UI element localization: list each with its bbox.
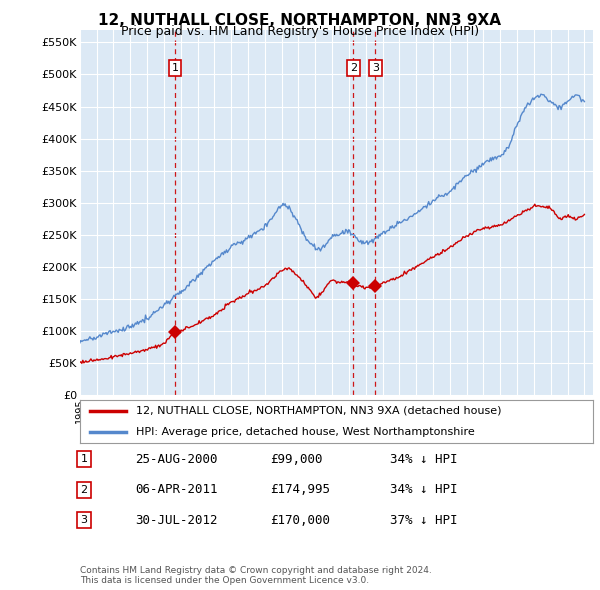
Text: HPI: Average price, detached house, West Northamptonshire: HPI: Average price, detached house, West…	[136, 427, 475, 437]
Text: 34% ↓ HPI: 34% ↓ HPI	[390, 483, 458, 496]
Text: 25-AUG-2000: 25-AUG-2000	[135, 453, 218, 466]
Text: £99,000: £99,000	[270, 453, 323, 466]
Text: Price paid vs. HM Land Registry's House Price Index (HPI): Price paid vs. HM Land Registry's House …	[121, 25, 479, 38]
Text: 2: 2	[350, 63, 357, 73]
Text: 3: 3	[80, 516, 88, 525]
Text: 2: 2	[80, 485, 88, 494]
Text: 06-APR-2011: 06-APR-2011	[135, 483, 218, 496]
Text: £170,000: £170,000	[270, 514, 330, 527]
Text: £174,995: £174,995	[270, 483, 330, 496]
Text: 34% ↓ HPI: 34% ↓ HPI	[390, 453, 458, 466]
Text: 37% ↓ HPI: 37% ↓ HPI	[390, 514, 458, 527]
Text: 3: 3	[372, 63, 379, 73]
Text: 12, NUTHALL CLOSE, NORTHAMPTON, NN3 9XA: 12, NUTHALL CLOSE, NORTHAMPTON, NN3 9XA	[98, 13, 502, 28]
Text: 12, NUTHALL CLOSE, NORTHAMPTON, NN3 9XA (detached house): 12, NUTHALL CLOSE, NORTHAMPTON, NN3 9XA …	[136, 406, 502, 415]
Text: Contains HM Land Registry data © Crown copyright and database right 2024.
This d: Contains HM Land Registry data © Crown c…	[80, 566, 431, 585]
Text: 30-JUL-2012: 30-JUL-2012	[135, 514, 218, 527]
Text: 1: 1	[172, 63, 178, 73]
Text: 1: 1	[80, 454, 88, 464]
